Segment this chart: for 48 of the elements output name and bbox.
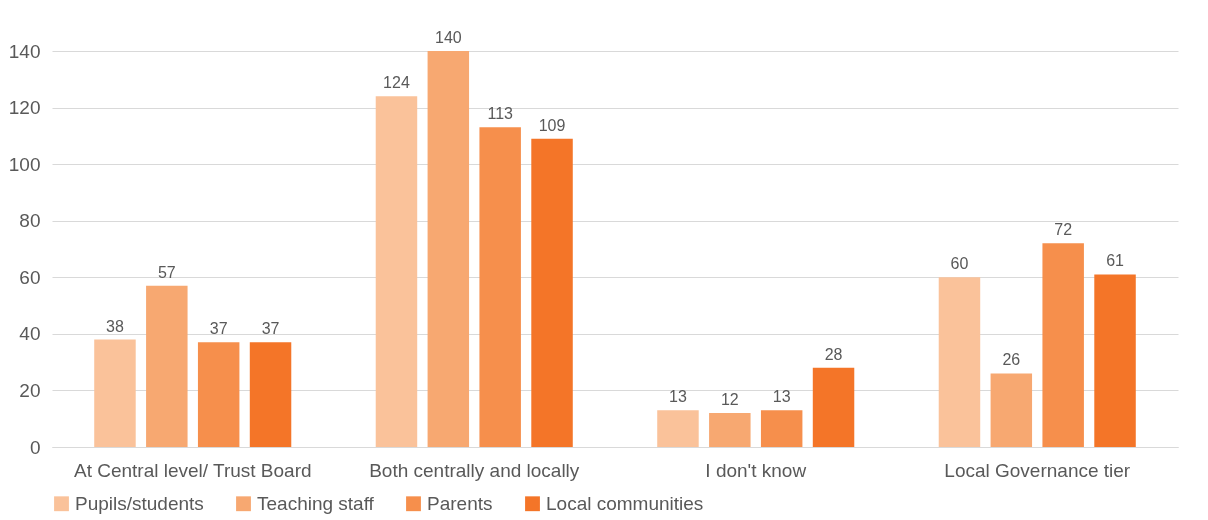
data-label: 60: [950, 255, 969, 273]
bar: [1042, 243, 1084, 447]
y-tick-label: 80: [19, 210, 41, 232]
y-tick-label: 100: [8, 153, 41, 175]
y-tick-label: 60: [19, 266, 41, 288]
y-tick-label: 120: [8, 97, 41, 119]
data-label: 38: [106, 317, 124, 335]
data-label: 113: [487, 105, 514, 123]
bar: [812, 367, 855, 447]
data-label: 26: [1002, 351, 1021, 369]
data-label: 109: [538, 116, 566, 134]
x-tick-label: Local Governance tier: [944, 459, 1131, 481]
legend-label: Local communities: [546, 492, 704, 514]
bar: [760, 410, 803, 447]
x-tick-label: I don't know: [705, 459, 807, 481]
bar: [197, 342, 240, 447]
legend-label: Pupils/students: [75, 492, 204, 514]
y-tick-label: 20: [19, 379, 41, 401]
data-label: 37: [261, 320, 280, 338]
legend-label: Teaching staff: [257, 492, 375, 514]
bar: [1094, 274, 1136, 447]
y-tick-label: 40: [19, 323, 41, 345]
bar: [249, 342, 292, 447]
bar: [709, 413, 751, 447]
data-label: 13: [669, 388, 687, 406]
data-label: 72: [1054, 221, 1073, 239]
bar: [479, 127, 521, 447]
bar: [938, 277, 981, 447]
bar: [657, 410, 699, 447]
data-label: 140: [434, 29, 462, 46]
bar: [427, 51, 470, 447]
bar: [94, 339, 136, 447]
data-label: 28: [824, 345, 843, 363]
bar: [990, 373, 1033, 447]
bar: [375, 96, 418, 447]
data-label: 12: [720, 391, 739, 409]
data-label: 61: [1106, 252, 1125, 270]
x-tick-label: At Central level/ Trust Board: [73, 459, 312, 481]
data-label: 124: [383, 74, 410, 92]
y-tick-label: 0: [29, 436, 41, 458]
x-tick-label: Both centrally and locally: [369, 459, 580, 481]
bar: [531, 138, 573, 447]
y-tick-label: 140: [8, 40, 41, 62]
legend-label: Parents: [427, 492, 493, 514]
bar: [146, 285, 188, 447]
data-label: 57: [157, 263, 176, 281]
data-label: 13: [772, 388, 791, 406]
data-label: 37: [209, 320, 228, 338]
